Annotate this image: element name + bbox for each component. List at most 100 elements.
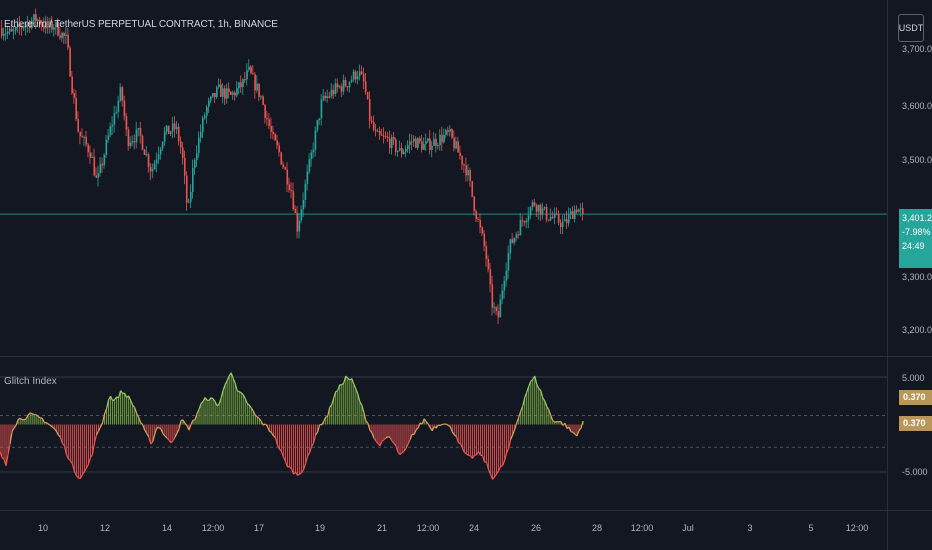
candle-body [521,220,524,222]
glitch-line-segment [550,415,554,421]
glitch-line-segment [134,407,138,414]
candle-body [165,125,168,132]
glitch-line-segment [526,386,530,393]
candle-body [358,71,361,77]
glitch-index-pane[interactable] [0,358,887,510]
current-price: 3,401.28 [902,213,932,223]
glitch-line-segment [99,422,104,428]
candle-body [264,104,266,118]
candle-body [248,66,250,71]
candle-body [421,141,423,150]
glitch-line-segment [381,439,385,442]
candle-body [559,222,562,228]
candle-body [1,28,3,36]
glitch-line-segment [415,427,419,431]
glitch-line-segment [51,426,55,429]
glitch-line-segment [190,419,194,425]
glitch-line-segment [188,424,192,431]
candle-body [31,20,33,28]
glitch-line-segment [162,433,166,437]
candle-body [232,92,234,95]
glitch-line-segment [164,435,168,439]
candle-body [189,191,192,202]
glitch-index-chart[interactable] [0,358,887,510]
candle-body [77,119,80,132]
candle-body [95,175,98,178]
candle-body [290,190,293,192]
candle-body [380,134,383,136]
candle-body [378,131,381,135]
candle-body [397,150,399,152]
current-price-tag: 3,401.28 -7.98% 24:49 [899,209,932,268]
glitch-line-segment [27,412,31,416]
candle-body [159,148,162,155]
glitch-line-segment [236,390,240,393]
candle-body [475,211,478,219]
glitch-line-segment [502,460,506,466]
glitch-line-segment [242,394,246,399]
candle-body [505,270,508,281]
price-chart-pane[interactable] [0,0,887,355]
glitch-line-segment [387,436,391,439]
indicator-title[interactable]: Glitch Index [4,376,57,387]
glitch-line-segment [508,439,512,449]
candle-body [300,209,303,221]
glitch-line-segment [73,471,77,476]
candle-body [368,98,371,121]
candle-body [214,93,216,98]
glitch-line-segment [331,398,335,406]
candle-body [147,154,150,167]
candle-body [350,79,353,83]
glitch-line-segment [274,437,279,446]
glitch-line-segment [23,418,27,421]
candle-body [61,32,63,38]
candle-body [87,144,90,153]
candle-body [53,27,55,30]
glitch-line-segment [120,390,124,394]
candle-body [141,135,144,150]
candle-body [89,152,92,158]
glitch-line-segment [266,426,270,432]
candle-body [13,30,15,32]
glitch-line-segment [449,426,453,433]
glitch-line-segment [214,401,218,407]
glitch-line-segment [369,429,373,434]
currency-button[interactable]: USDT [898,14,924,42]
candle-body [121,87,124,101]
candle-body [3,34,5,36]
candle-body [185,175,188,203]
candle-body [155,159,158,164]
glitch-line-segment [200,401,204,404]
candle-body [167,125,170,134]
glitch-line-segment [65,453,69,460]
glitch-line-segment [273,435,276,438]
candle-body [312,149,315,153]
price-tick-label: 3,500.00 [902,155,932,165]
glitch-line-segment [528,381,532,387]
glitch-line-segment [220,390,224,399]
price-chart[interactable] [0,0,887,355]
glitch-line-segment [176,429,180,434]
time-axis[interactable]: 10 12 14 12:00 17 19 21 12:00 24 26 28 1… [0,511,888,550]
candle-body [577,209,580,213]
glitch-line-segment [351,378,355,385]
candle-body [103,154,106,166]
candle-body [328,96,331,98]
candle-body [7,31,9,34]
candle-body [489,269,492,285]
glitch-line-segment [103,408,108,415]
pane-divider[interactable] [0,356,932,357]
glitch-line-segment [240,392,244,396]
glitch-line-segment [118,390,122,399]
candle-body [218,84,220,88]
glitch-line-segment [222,384,226,391]
glitch-line-segment [373,437,377,442]
indicator-tick-label: 5.000 [902,373,925,383]
glitch-line-segment [289,466,292,470]
glitch-line-segment [317,424,321,433]
candle-body [344,80,347,87]
glitch-line-segment [375,440,379,444]
candle-body [384,136,387,138]
price-axis[interactable]: 3,700.00 3,600.00 3,500.00 3,300.00 3,20… [888,0,932,510]
candle-body [51,21,53,30]
